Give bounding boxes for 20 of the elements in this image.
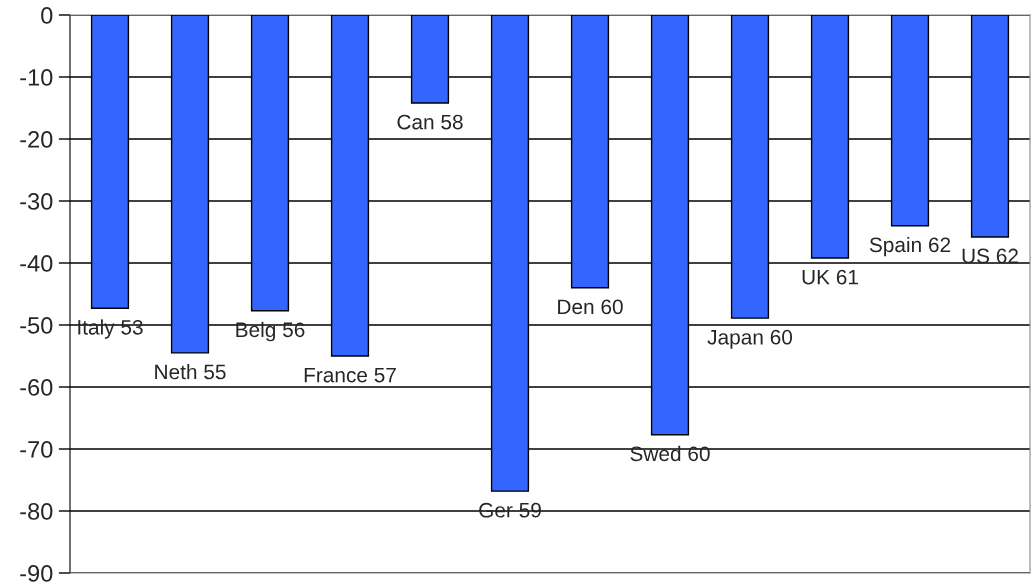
x-tick-label: Japan 60 <box>707 329 793 349</box>
y-tick-label: -90 <box>20 565 53 582</box>
y-tick-label: -70 <box>20 441 53 458</box>
x-tick-label: Belg 56 <box>236 321 305 342</box>
y-tick-label: -50 <box>20 317 53 334</box>
x-tick-label: UK 61 <box>802 269 858 285</box>
x-tick-label: US 62 <box>962 248 1018 264</box>
x-tick-label: France 57 <box>304 367 396 383</box>
y-tick-label: -30 <box>20 193 53 210</box>
x-tick-label: Den 60 <box>558 299 623 315</box>
x-tick-label: Swed 60 <box>630 445 710 462</box>
x-tick-label: Can 58 <box>397 114 463 130</box>
y-tick-label: -10 <box>20 69 53 86</box>
y-tick-label: -40 <box>20 255 53 272</box>
x-tick-label: Spain 62 <box>869 236 951 257</box>
y-tick-label: 0 <box>41 7 53 24</box>
y-tick-label: -80 <box>20 503 53 520</box>
y-tick-label: -60 <box>20 379 53 396</box>
y-tick-label: -20 <box>20 131 53 148</box>
x-tick-label: Neth 55 <box>155 364 226 380</box>
